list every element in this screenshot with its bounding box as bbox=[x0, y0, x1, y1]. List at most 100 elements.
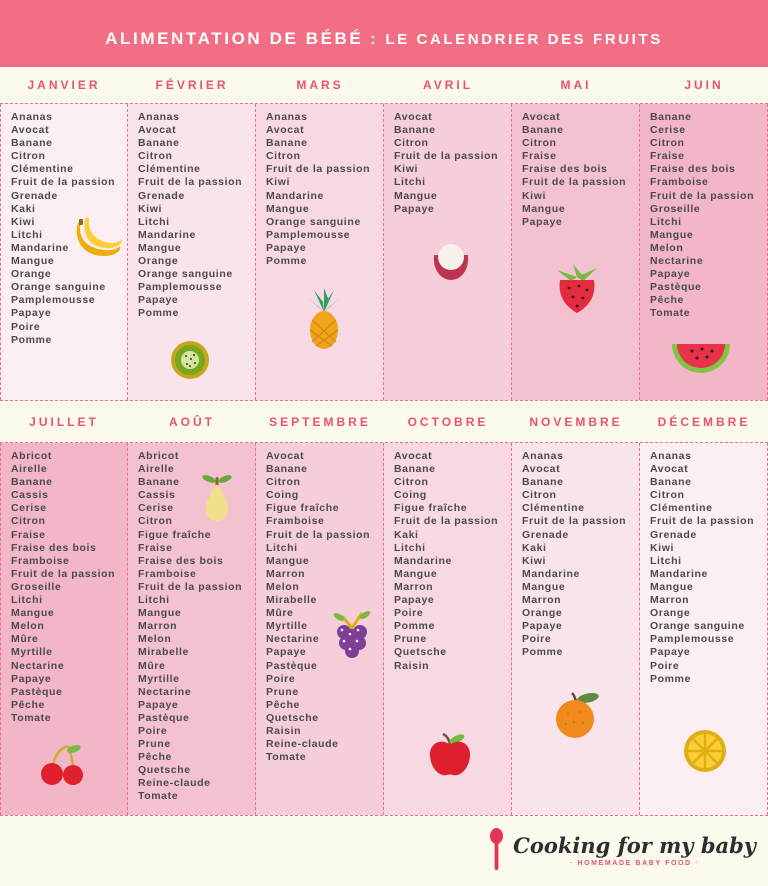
fruit-item: Mangue bbox=[650, 580, 694, 593]
fruit-item: Litchi bbox=[138, 594, 170, 607]
month-label-aout: AOÛT bbox=[169, 414, 215, 429]
fruit-item: Airelle bbox=[138, 463, 175, 476]
fruit-item: Cerise bbox=[650, 124, 686, 137]
fruit-item: Banane bbox=[522, 124, 564, 137]
fruit-item: Grenade bbox=[11, 189, 58, 202]
month-cell-octobre: Avocat Banane Citron Coing Figue fraîche Frui… bbox=[384, 443, 512, 815]
footer: Cooking for my baby · HOMEMADE BABY FOOD… bbox=[0, 816, 768, 886]
fruit-item: Quetsche bbox=[266, 711, 319, 724]
fruit-item: Fraise bbox=[522, 150, 557, 163]
fruit-item: Ananas bbox=[11, 111, 53, 123]
fruit-item: Framboise bbox=[11, 554, 70, 567]
fruit-item: Clémentine bbox=[138, 163, 201, 176]
fruit-item: Poire bbox=[522, 633, 552, 646]
fruit-item: Myrtille bbox=[11, 646, 53, 659]
fruit-item: Framboise bbox=[266, 515, 325, 528]
fruit-item: Citron bbox=[138, 515, 173, 528]
fruit-item: Poire bbox=[138, 724, 168, 737]
month-cell-avril: Avocat Banane Citron Fruit de la passion Kiw… bbox=[384, 104, 512, 400]
fruit-item: Cerise bbox=[11, 502, 47, 515]
month-cell-mars: Ananas Avocat Banane Citron Fruit de la pass… bbox=[256, 104, 384, 400]
fruit-item: Banane bbox=[650, 111, 692, 123]
fruit-item: Fraise des bois bbox=[522, 163, 608, 176]
grapes-icon bbox=[330, 609, 374, 659]
fruit-item: Papaye bbox=[650, 268, 691, 281]
fruit-item: Clémentine bbox=[650, 502, 713, 515]
fruit-item: Kiwi bbox=[138, 202, 162, 215]
fruit-item: Papaye bbox=[650, 646, 691, 659]
fruit-item: Papaye bbox=[522, 620, 563, 633]
fruit-list-octobre: Avocat Banane Citron Coing Figue fraîche Frui… bbox=[394, 450, 511, 673]
fruit-item: Mandarine bbox=[522, 567, 580, 580]
fruit-item: Litchi bbox=[266, 541, 298, 554]
page-title-separator: : bbox=[363, 31, 386, 48]
fruit-item: Pomme bbox=[138, 307, 179, 320]
fruit-item: Mangue bbox=[11, 255, 55, 268]
fruit-item: Pêche bbox=[650, 294, 684, 307]
fruit-item: Quetsche bbox=[394, 646, 447, 659]
fruit-item: Marron bbox=[394, 580, 434, 593]
fruit-item: Papaye bbox=[11, 307, 52, 320]
fruit-item: Mûre bbox=[138, 659, 166, 672]
fruit-item: Papaye bbox=[266, 646, 307, 659]
fruit-item: Mangue bbox=[266, 202, 310, 215]
fruit-item: Poire bbox=[11, 320, 41, 333]
fruit-item: Fruit de la passion bbox=[138, 176, 243, 189]
page-title-part2: LE CALENDRIER DES FRUITS bbox=[385, 31, 663, 48]
fruit-item: Avocat bbox=[138, 124, 177, 137]
month-cell-aout: Abricot Airelle Banane Cassis Cerise Citron Fi… bbox=[128, 443, 256, 815]
fruit-item: Ananas bbox=[138, 111, 180, 123]
fruit-item: Mirabelle bbox=[138, 646, 189, 659]
fruit-item: Fraise des bois bbox=[11, 541, 97, 554]
fruit-item: Mangue bbox=[11, 607, 55, 620]
fruit-item: Fraise bbox=[650, 150, 685, 163]
fruit-item: Mangue bbox=[522, 202, 566, 215]
apple-icon bbox=[427, 731, 473, 779]
fruit-item: Pamplemousse bbox=[11, 294, 96, 307]
fruit-item: Banane bbox=[138, 137, 180, 150]
fruit-item: Papaye bbox=[394, 594, 435, 607]
fruit-item: Tomate bbox=[650, 307, 691, 320]
fruit-item: Fruit de la passion bbox=[11, 176, 116, 189]
fruit-item: Tomate bbox=[266, 751, 307, 764]
fruit-item: Banane bbox=[11, 476, 53, 489]
fruit-item: Fruit de la passion bbox=[650, 515, 755, 528]
fruit-item: Groseille bbox=[11, 580, 62, 593]
fruit-item: Banane bbox=[138, 476, 180, 489]
pear-icon bbox=[198, 474, 236, 524]
fruit-list-fevrier: Ananas Avocat Banane Citron Clémentine Fruit … bbox=[138, 111, 255, 321]
fruit-item: Pêche bbox=[138, 751, 172, 764]
month-label-decembre: DÉCEMBRE bbox=[657, 414, 751, 429]
month-cell-fevrier: Ananas Avocat Banane Citron Clémentine Fruit … bbox=[128, 104, 256, 400]
calendar-first-half: JANVIER FÉVRIER MARS AVRIL MAI JUIN Ananas Avo… bbox=[0, 67, 768, 401]
fruit-item: Banane bbox=[650, 476, 692, 489]
fruit-item: Pamplemousse bbox=[138, 281, 223, 294]
fruit-item: Myrtille bbox=[138, 672, 180, 685]
fruit-item: Melon bbox=[650, 241, 684, 254]
fruit-item: Tomate bbox=[11, 711, 52, 724]
month-cell-decembre: Ananas Avocat Banane Citron Clémentine Fruit … bbox=[640, 443, 768, 815]
month-labels-row-2: JUILLET AOÛT SEPTEMBRE OCTOBRE NOVEMBRE DÉCEM… bbox=[0, 401, 768, 442]
banana-icon bbox=[74, 216, 124, 258]
fruit-item: Mandarine bbox=[650, 567, 708, 580]
lemon-icon bbox=[683, 729, 727, 773]
fruit-item: Raisin bbox=[394, 659, 430, 672]
fruit-item: Kiwi bbox=[266, 176, 290, 189]
fruit-item: Avocat bbox=[394, 111, 433, 123]
fruit-item: Ananas bbox=[650, 450, 692, 462]
fruit-item: Litchi bbox=[650, 554, 682, 567]
fruit-item: Myrtille bbox=[266, 620, 308, 633]
fruit-item: Avocat bbox=[522, 111, 561, 123]
fruit-item: Fruit de la passion bbox=[522, 176, 627, 189]
fruit-item: Pastèque bbox=[11, 685, 63, 698]
fruit-item: Citron bbox=[11, 515, 46, 528]
fruit-item: Coing bbox=[394, 489, 427, 502]
fruit-item: Marron bbox=[650, 594, 690, 607]
pineapple-icon bbox=[306, 288, 342, 350]
fruit-item: Kiwi bbox=[650, 541, 674, 554]
fruit-item: Orange sanguine bbox=[11, 281, 106, 294]
fruit-item: Orange bbox=[11, 268, 52, 281]
fruit-item: Ananas bbox=[522, 450, 564, 462]
fruit-item: Citron bbox=[138, 150, 173, 163]
